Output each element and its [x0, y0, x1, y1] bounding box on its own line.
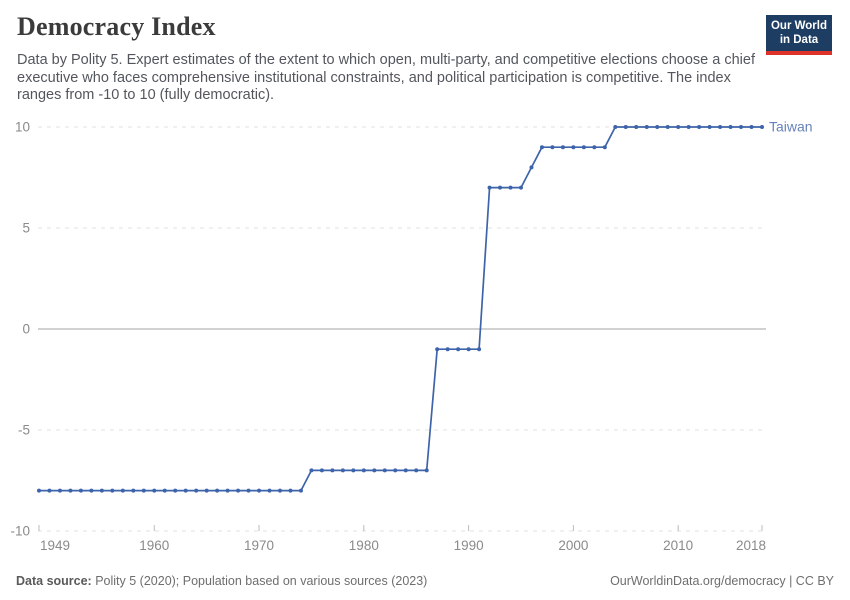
data-point[interactable]	[414, 468, 419, 473]
data-point[interactable]	[424, 468, 429, 473]
data-point[interactable]	[351, 468, 356, 473]
data-point[interactable]	[529, 165, 534, 170]
data-point[interactable]	[99, 488, 104, 493]
x-axis-tick-label: 2010	[663, 538, 693, 553]
data-point[interactable]	[382, 468, 387, 473]
data-point[interactable]	[372, 468, 377, 473]
entity-label[interactable]: Taiwan	[769, 119, 813, 135]
y-axis-tick-label: 10	[15, 120, 30, 135]
data-point[interactable]	[215, 488, 220, 493]
data-point[interactable]	[194, 488, 199, 493]
data-point[interactable]	[183, 488, 188, 493]
data-point[interactable]	[340, 468, 345, 473]
x-axis-tick-label: 1960	[139, 538, 169, 553]
owid-logo-line2: in Data	[779, 34, 819, 47]
y-axis-tick-label: 5	[22, 221, 30, 236]
data-point[interactable]	[571, 145, 576, 150]
data-point[interactable]	[131, 488, 136, 493]
data-point[interactable]	[550, 145, 555, 150]
data-source-label: Data source:	[16, 574, 92, 588]
owid-logo[interactable]: Our World in Data	[766, 15, 832, 55]
chart-footer: Data source: Polity 5 (2020); Population…	[16, 574, 834, 588]
data-point[interactable]	[539, 145, 544, 150]
data-point[interactable]	[456, 347, 461, 352]
page-title: Democracy Index	[17, 12, 216, 41]
data-point[interactable]	[435, 347, 440, 352]
x-axis-tick-label: 1990	[454, 538, 484, 553]
data-point[interactable]	[592, 145, 597, 150]
data-point[interactable]	[37, 488, 41, 493]
data-point[interactable]	[676, 125, 681, 129]
data-point[interactable]	[487, 185, 492, 190]
y-axis-tick-label: -10	[10, 524, 30, 539]
x-axis-tick-label: 1970	[244, 538, 274, 553]
data-point[interactable]	[602, 145, 607, 150]
data-point[interactable]	[655, 125, 660, 129]
data-point[interactable]	[728, 125, 733, 129]
data-point[interactable]	[393, 468, 398, 473]
data-point[interactable]	[760, 125, 764, 129]
data-point[interactable]	[445, 347, 450, 352]
data-point[interactable]	[519, 185, 523, 190]
data-point[interactable]	[298, 488, 303, 493]
data-point[interactable]	[644, 125, 649, 129]
chart-subtitle: Data by Polity 5. Expert estimates of th…	[17, 52, 755, 103]
data-point[interactable]	[236, 488, 241, 493]
data-point[interactable]	[665, 125, 670, 129]
x-axis-tick-label: 1949	[40, 538, 70, 553]
data-point[interactable]	[477, 347, 482, 352]
data-point[interactable]	[508, 185, 513, 190]
data-point[interactable]	[288, 488, 293, 493]
data-point[interactable]	[162, 488, 167, 493]
x-axis-tick-label: 2018	[736, 538, 766, 553]
data-point[interactable]	[89, 488, 94, 493]
data-point[interactable]	[120, 488, 125, 493]
data-point[interactable]	[110, 488, 115, 493]
data-point[interactable]	[330, 468, 335, 473]
data-source-text: Polity 5 (2020); Population based on var…	[91, 574, 428, 588]
data-point[interactable]	[68, 488, 73, 493]
data-point[interactable]	[47, 488, 52, 493]
series-line-taiwan[interactable]	[38, 126, 763, 492]
x-axis-tick-label: 2000	[558, 538, 588, 553]
data-point[interactable]	[707, 125, 712, 129]
data-point[interactable]	[697, 125, 702, 129]
data-point[interactable]	[78, 488, 83, 493]
data-point[interactable]	[278, 488, 282, 493]
data-point[interactable]	[309, 468, 314, 473]
data-point[interactable]	[141, 488, 146, 493]
data-point[interactable]	[403, 468, 408, 473]
data-point[interactable]	[57, 488, 62, 493]
data-point[interactable]	[718, 125, 723, 129]
data-point[interactable]	[361, 468, 366, 473]
data-point[interactable]	[634, 125, 639, 129]
y-axis-tick-label: 0	[22, 322, 30, 337]
data-point[interactable]	[466, 347, 471, 352]
x-axis-tick-label: 1980	[349, 538, 379, 553]
data-point[interactable]	[623, 125, 628, 129]
data-point[interactable]	[204, 488, 209, 493]
data-point[interactable]	[246, 488, 251, 493]
data-point[interactable]	[613, 125, 618, 129]
data-point[interactable]	[739, 125, 744, 129]
data-point[interactable]	[686, 125, 691, 129]
data-point[interactable]	[581, 145, 586, 150]
data-point[interactable]	[257, 488, 262, 493]
owid-logo-line1: Our World	[770, 20, 827, 32]
owid-attribution-link[interactable]: OurWorldinData.org/democracy | CC BY	[610, 574, 834, 588]
y-axis-tick-label: -5	[18, 423, 30, 438]
data-point[interactable]	[319, 468, 324, 473]
data-point[interactable]	[498, 185, 503, 190]
data-point[interactable]	[152, 488, 157, 493]
data-point[interactable]	[267, 488, 272, 493]
data-point[interactable]	[173, 488, 178, 493]
data-point[interactable]	[225, 488, 230, 493]
data-point[interactable]	[560, 145, 565, 150]
data-source-note: Data source: Polity 5 (2020); Population…	[16, 574, 427, 588]
data-point[interactable]	[749, 125, 754, 129]
